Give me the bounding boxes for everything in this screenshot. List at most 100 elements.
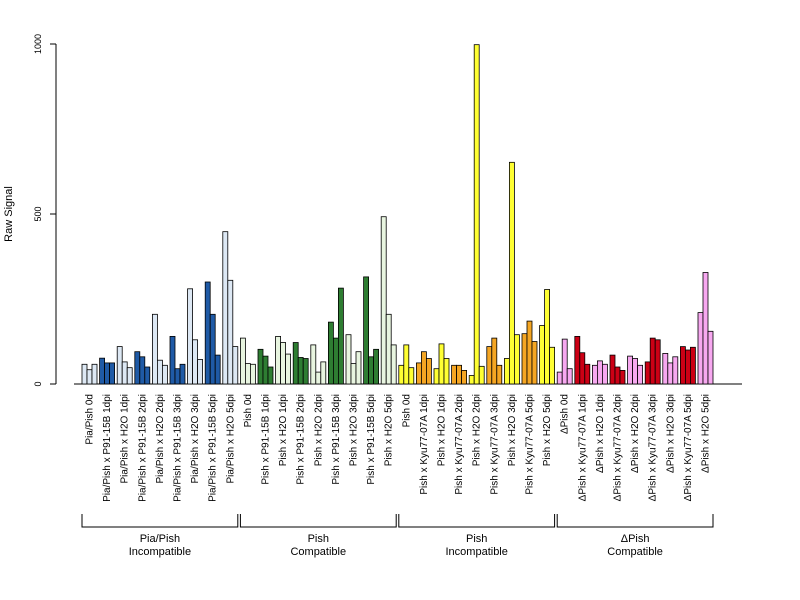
bar <box>491 337 498 385</box>
bar <box>672 356 679 385</box>
bar <box>156 359 163 385</box>
bar <box>403 344 410 385</box>
bar <box>327 321 334 385</box>
group-bracket <box>556 514 714 528</box>
bar <box>456 364 463 385</box>
x-tick-label: Pish x H2O 3dpi <box>507 394 518 466</box>
x-tick-label: Pish x P91-15B 2dpi <box>296 394 307 485</box>
bar <box>197 359 204 385</box>
bar <box>345 334 352 385</box>
bar <box>544 289 550 385</box>
bar <box>539 325 545 385</box>
bar <box>556 371 563 385</box>
bar <box>461 369 468 385</box>
bar <box>121 361 128 385</box>
bar <box>315 371 322 385</box>
bar <box>486 346 493 385</box>
x-tick-label: Pish x Kyu77-07A 3dpi <box>489 394 500 495</box>
bars <box>81 44 714 385</box>
bar <box>496 364 503 385</box>
bar <box>99 357 105 385</box>
x-tick-label: ΔPish x H2O 2dpi <box>630 394 641 473</box>
x-tick-label: Pish x H2O 3dpi <box>349 394 360 466</box>
x-tick-label: Pish x Kyu77-07A 1dpi <box>419 394 430 495</box>
x-tick-label: Pish x H2O 5dpi <box>542 394 553 466</box>
bar <box>503 358 510 385</box>
bar <box>116 346 123 385</box>
x-tick-label: ΔPish x Kyu77-07A 2dpi <box>613 394 624 501</box>
y-tick-label: 1000 <box>33 34 43 54</box>
x-tick-label: Pia/Pish 0d <box>85 394 96 445</box>
x-tick-label: Pish x H2O 1dpi <box>437 394 448 466</box>
bar <box>619 369 626 385</box>
bar <box>662 352 669 385</box>
bar <box>667 362 674 385</box>
bar <box>526 320 533 385</box>
bar <box>222 231 229 385</box>
y-axis: 0 500 1000 <box>33 34 57 387</box>
bar <box>443 358 450 385</box>
bar <box>280 342 287 385</box>
bar <box>425 358 432 385</box>
bar <box>473 44 480 385</box>
y-axis-label: Raw Signal <box>3 186 15 242</box>
bar <box>707 330 714 385</box>
bar <box>644 361 651 385</box>
group-label-line2: Compatible <box>290 546 346 558</box>
bar <box>91 363 98 385</box>
bar <box>297 357 304 385</box>
bar <box>239 337 246 385</box>
bar <box>285 353 292 385</box>
bar <box>169 335 176 385</box>
group-bracket <box>398 514 556 528</box>
bar <box>227 279 234 385</box>
bar <box>209 313 216 385</box>
x-tick-label: Pish x H2O 2dpi <box>313 394 324 466</box>
bar <box>561 338 568 385</box>
bar <box>232 346 239 385</box>
bar <box>134 351 141 385</box>
group-label-line1: Pia/Pish <box>140 533 180 545</box>
y-tick-label: 500 <box>33 206 43 221</box>
x-tick-label: Pia/Pish x P91-15B 2dpi <box>137 394 148 502</box>
bar <box>161 364 168 385</box>
group-label-line1: ΔPish <box>621 533 650 545</box>
x-tick-label: ΔPish x H2O 5dpi <box>701 394 712 473</box>
bar <box>320 361 327 385</box>
group-label-line2: Incompatible <box>129 546 191 558</box>
bar <box>385 313 392 385</box>
x-tick-label: Pish x P91-15B 1dpi <box>261 394 272 485</box>
x-tick-label: Pish x P91-15B 5dpi <box>366 394 377 485</box>
bar <box>609 354 616 385</box>
bar <box>408 367 415 385</box>
bar <box>420 351 427 385</box>
bar <box>179 363 186 385</box>
x-tick-label: ΔPish x Kyu77-07A 1dpi <box>577 394 588 501</box>
bar <box>514 334 520 385</box>
x-tick-label: Pish 0d <box>401 394 412 427</box>
bar <box>104 362 110 385</box>
group-brackets: Pia/PishIncompatiblePishCompatiblePishIn… <box>81 514 714 558</box>
y-tick-label: 0 <box>33 381 43 386</box>
bar <box>139 356 146 385</box>
bar <box>433 368 440 385</box>
x-tick-label: ΔPish x Kyu77-07A 3dpi <box>648 394 659 501</box>
bar <box>337 287 344 385</box>
bar <box>521 333 528 385</box>
bar <box>355 351 362 385</box>
bar <box>579 352 586 385</box>
bar <box>302 358 309 385</box>
x-tick-label: Pia/Pish x P91-15B 3dpi <box>173 394 184 502</box>
bar <box>508 161 515 385</box>
x-tick-label: Pia/Pish x P91-15B 1dpi <box>102 394 113 502</box>
bar <box>632 358 638 385</box>
bar <box>627 355 633 385</box>
x-tick-label: Pish x Kyu77-07A 2dpi <box>454 394 465 495</box>
bar <box>332 337 339 385</box>
bar <box>549 346 555 385</box>
group-label-line1: Pish <box>466 533 487 545</box>
bar <box>531 341 538 385</box>
x-tick-label: Pish x H2O 1dpi <box>278 394 289 466</box>
bar <box>174 368 181 385</box>
